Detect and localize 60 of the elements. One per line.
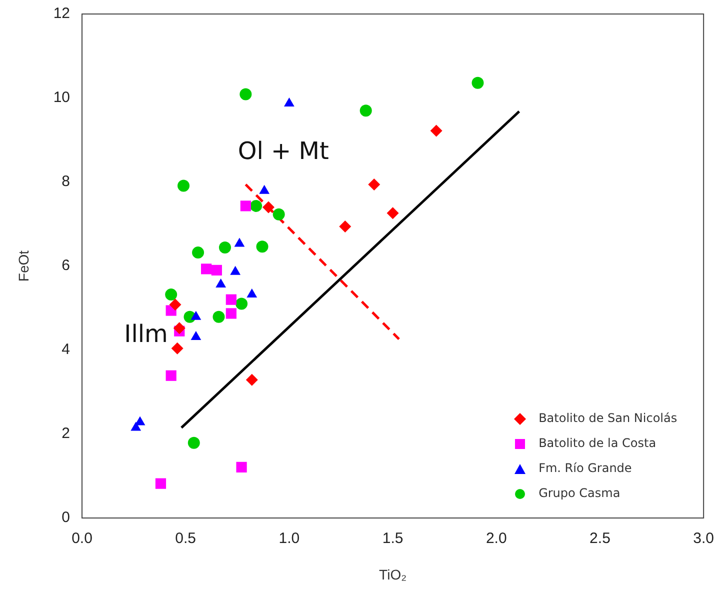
point: [169, 298, 182, 311]
y-tick-label: 10: [53, 89, 70, 106]
y-tick-label: 12: [53, 5, 70, 22]
point: [190, 310, 202, 320]
point: [234, 238, 245, 247]
point: [246, 374, 258, 386]
point: [272, 208, 285, 220]
point: [230, 266, 241, 275]
annotation: Illm: [124, 320, 168, 348]
y-tick-label: 6: [62, 257, 70, 274]
point: [386, 207, 399, 220]
point: [211, 264, 222, 276]
point: [226, 308, 236, 319]
x-tick-label: 1.0: [278, 530, 300, 548]
point: [218, 242, 231, 254]
y-tick-label: 2: [62, 425, 70, 442]
point: [240, 200, 251, 212]
legend-label: Grupo Casma: [538, 485, 620, 502]
legend-label: Fm. Río Grande: [538, 460, 632, 477]
y-tick-label: 8: [62, 173, 70, 190]
point: [240, 88, 252, 100]
point: [259, 184, 270, 194]
x-tick-label: 2.5: [590, 530, 610, 548]
point: [339, 220, 352, 233]
point: [246, 288, 258, 298]
point: [190, 330, 202, 340]
point: [201, 264, 212, 274]
point: [368, 178, 380, 191]
point: [171, 342, 184, 354]
point: [430, 124, 442, 137]
point: [173, 322, 186, 334]
point: [236, 462, 247, 472]
point: [262, 201, 274, 214]
x-tick-label: 1.5: [382, 530, 404, 548]
point: [188, 436, 200, 449]
point: [178, 180, 190, 192]
y-tick-label: 4: [62, 341, 70, 358]
x-axis-title: TiO₂: [379, 566, 407, 582]
x-tick-label: 0.0: [72, 530, 92, 548]
point: [360, 104, 372, 117]
point: [192, 246, 204, 259]
point: [472, 76, 484, 89]
point: [236, 298, 248, 310]
legend-label: Batolito de San Nicolás: [538, 410, 678, 427]
legend-label: Batolito de la Costa: [538, 435, 656, 452]
x-tick-label: 2.0: [486, 530, 507, 548]
annotation: Ol + Mt: [238, 136, 329, 165]
x-tick-label: 3.0: [693, 530, 714, 548]
point: [130, 422, 142, 431]
x-tick-label: 0.5: [175, 530, 196, 548]
point: [250, 200, 262, 212]
y-tick-label: 0: [62, 509, 70, 526]
y-axis-title: FeOt: [15, 250, 32, 282]
point: [212, 310, 225, 323]
point: [165, 288, 178, 301]
point: [256, 240, 268, 253]
point: [166, 370, 176, 381]
point: [226, 294, 236, 305]
point: [155, 478, 166, 489]
point: [216, 278, 226, 288]
